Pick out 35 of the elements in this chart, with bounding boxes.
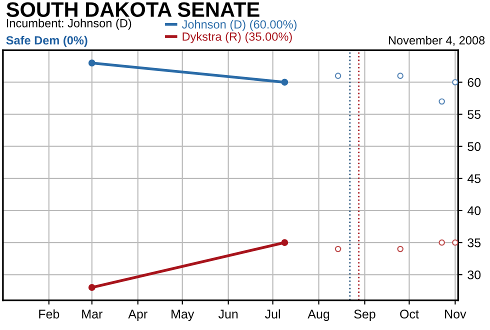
x-tick-label: May xyxy=(172,310,194,321)
point xyxy=(438,239,445,246)
y-tick-label: 45 xyxy=(467,174,481,184)
chart-title: SOUTH DAKOTA SENATE xyxy=(6,2,260,17)
point xyxy=(397,72,404,79)
point xyxy=(281,78,288,86)
point xyxy=(452,239,458,246)
x-tick-label: Apr xyxy=(128,310,148,321)
y-tick-label: 35 xyxy=(468,238,481,248)
point xyxy=(88,284,96,291)
text: November 4, 2008 xyxy=(388,36,485,46)
x-tick-label: Sep xyxy=(354,310,376,321)
point xyxy=(438,98,445,105)
point xyxy=(281,239,288,246)
y-tick-label: 50 xyxy=(468,142,481,152)
legend-label: Johnson (D) (60.00%) xyxy=(182,20,297,31)
x-tick-label: Nov xyxy=(445,310,466,319)
point xyxy=(88,60,96,66)
point xyxy=(334,72,342,79)
x-tick-label: Oct xyxy=(400,310,419,319)
x-tick-label: Mar xyxy=(82,310,102,319)
point xyxy=(334,246,342,252)
x-tick-label: Jun xyxy=(218,310,238,319)
point xyxy=(397,246,404,252)
y-tick-label: 60 xyxy=(468,78,481,87)
legend-label: Dykstra (R) (35.00%) xyxy=(182,32,292,44)
text: Safe Dem (0%) xyxy=(6,36,88,47)
y-tick-label: 55 xyxy=(468,110,481,119)
x-tick-label: Feb xyxy=(39,309,60,319)
text: Incumbent: Johnson (D) xyxy=(6,18,132,30)
y-tick-label: 40 xyxy=(467,206,481,216)
point xyxy=(452,79,458,86)
x-tick-label: Aug xyxy=(308,310,330,321)
x-tick-label: Jul xyxy=(265,309,280,319)
y-tick-label: 30 xyxy=(468,270,481,280)
